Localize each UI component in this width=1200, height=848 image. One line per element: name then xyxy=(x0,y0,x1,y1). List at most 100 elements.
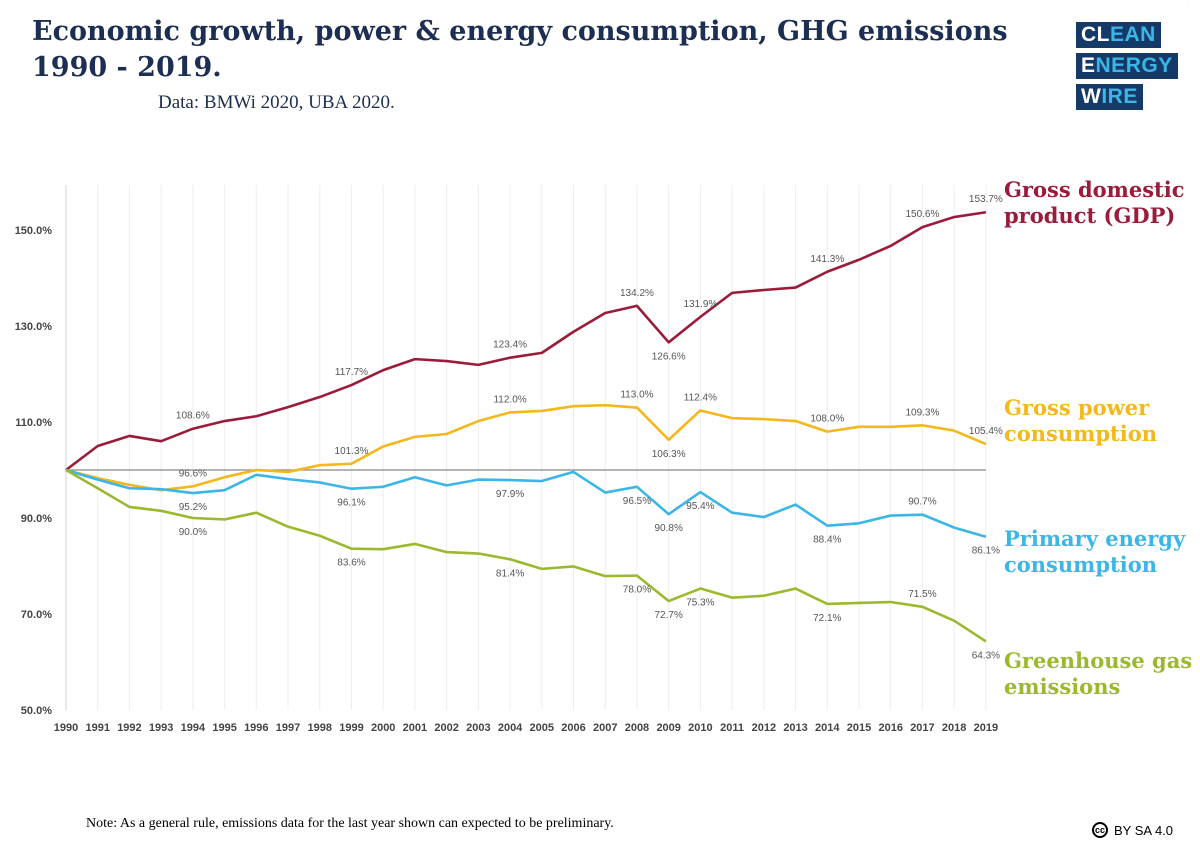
data-label: 106.3% xyxy=(652,449,686,460)
x-tick-label: 1998 xyxy=(308,722,332,734)
data-label: 123.4% xyxy=(493,340,527,351)
x-tick-label: 1992 xyxy=(117,722,141,734)
x-tick-label: 2000 xyxy=(371,722,395,734)
data-label: 95.4% xyxy=(686,501,714,512)
footnote: Note: As a general rule, emissions data … xyxy=(86,816,614,831)
data-label: 96.1% xyxy=(337,498,365,509)
x-tick-label: 2013 xyxy=(783,722,807,734)
chart-title: Economic growth, power & energy consumpt… xyxy=(32,16,1008,83)
legend-ghg-line2: emissions xyxy=(1004,674,1121,699)
data-label: 141.3% xyxy=(810,254,844,265)
data-source: Data: BMWi 2020, UBA 2020. xyxy=(158,92,395,113)
x-tick-label: 2005 xyxy=(530,722,554,734)
series-line-3 xyxy=(65,468,987,643)
x-tick-label: 2008 xyxy=(625,722,649,734)
y-tick-label: 110.0% xyxy=(15,417,52,429)
data-label: 101.3% xyxy=(335,446,369,457)
clean-energy-wire-logo: CLEAN ENERGY WIRE xyxy=(1076,22,1178,115)
header-card xyxy=(0,0,1188,132)
data-label: 112.4% xyxy=(684,392,717,403)
series-line-0 xyxy=(65,210,987,472)
x-tick-label: 2002 xyxy=(434,722,458,734)
data-label: 153.7% xyxy=(969,194,1003,205)
x-tick-label: 1990 xyxy=(54,722,78,734)
data-label: 72.7% xyxy=(655,610,683,621)
x-tick-label: 2003 xyxy=(466,722,490,734)
x-tick-label: 2010 xyxy=(688,722,712,734)
legend-power-line2: consumption xyxy=(1004,421,1158,446)
logo-line-2: ENERGY xyxy=(1076,53,1178,79)
x-tick-label: 2016 xyxy=(878,722,902,734)
legend-ghg: Greenhouse gas emissions xyxy=(1004,648,1192,700)
x-tick-label: 1999 xyxy=(339,722,363,734)
x-tick-label: 2004 xyxy=(498,722,523,734)
data-label: 134.2% xyxy=(620,288,654,299)
data-label: 75.3% xyxy=(686,598,714,609)
data-label: 90.0% xyxy=(179,527,207,538)
data-label: 90.8% xyxy=(655,523,683,534)
y-tick-label: 70.0% xyxy=(21,609,52,621)
data-label: 64.3% xyxy=(972,650,1000,661)
x-tick-label: 2009 xyxy=(656,722,680,734)
data-label: 95.2% xyxy=(179,502,207,513)
license-text: BY SA 4.0 xyxy=(1114,822,1174,838)
data-label: 78.0% xyxy=(623,585,651,596)
x-tick-label: 1991 xyxy=(85,722,109,734)
legend-power-line1: Gross power xyxy=(1004,395,1150,420)
data-label: 113.0% xyxy=(620,390,653,401)
legend-primary-line1: Primary energy xyxy=(1004,526,1186,551)
data-label: 71.5% xyxy=(908,589,936,600)
data-label: 108.0% xyxy=(810,414,844,425)
data-label: 88.4% xyxy=(813,535,841,546)
legend-primary-line2: consumption xyxy=(1004,552,1158,577)
x-tick-label: 1996 xyxy=(244,722,268,734)
data-label: 83.6% xyxy=(337,558,365,569)
data-label: 81.4% xyxy=(496,568,524,579)
y-tick-label: 130.0% xyxy=(15,321,53,333)
x-tick-label: 2011 xyxy=(720,722,744,734)
creative-commons-icon: cc xyxy=(1092,822,1108,838)
legend-power: Gross power consumption xyxy=(1004,395,1157,447)
logo-line-1: CLEAN xyxy=(1076,22,1161,48)
data-label: 96.5% xyxy=(623,496,651,507)
x-tick-label: 2001 xyxy=(403,722,427,734)
x-tick-label: 2012 xyxy=(752,722,776,734)
data-label: 86.1% xyxy=(972,546,1000,557)
legend-gdp-line1: Gross domestic xyxy=(1004,177,1185,202)
y-tick-label: 90.0% xyxy=(21,513,52,525)
data-label: 90.7% xyxy=(908,497,936,508)
x-tick-label: 2015 xyxy=(847,722,871,734)
data-label: 117.7% xyxy=(335,367,368,378)
x-tick-label: 2018 xyxy=(942,722,966,734)
data-label: 126.6% xyxy=(652,351,686,362)
x-tick-label: 2019 xyxy=(974,722,998,734)
legend-primary-energy: Primary energy consumption xyxy=(1004,526,1185,578)
data-label: 131.9% xyxy=(683,299,717,310)
data-label: 72.1% xyxy=(813,613,841,624)
x-tick-label: 2014 xyxy=(815,722,840,734)
series-line-2 xyxy=(65,468,987,538)
data-label: 97.9% xyxy=(496,489,524,500)
y-tick-label: 150.0% xyxy=(15,225,53,237)
data-label: 109.3% xyxy=(905,407,939,418)
data-label: 150.6% xyxy=(905,209,939,220)
x-tick-label: 2017 xyxy=(910,722,934,734)
x-tick-label: 2007 xyxy=(593,722,617,734)
data-label: 96.6% xyxy=(179,468,207,479)
legend-gdp-line2: product (GDP) xyxy=(1004,203,1176,228)
x-tick-label: 1993 xyxy=(149,722,173,734)
data-label: 105.4% xyxy=(969,426,1003,437)
data-label: 112.0% xyxy=(493,394,526,405)
data-label: 108.6% xyxy=(176,411,210,422)
legend-ghg-line1: Greenhouse gas xyxy=(1004,648,1193,673)
x-tick-label: 2006 xyxy=(561,722,585,734)
x-tick-label: 1994 xyxy=(181,722,206,734)
y-tick-label: 50.0% xyxy=(21,705,52,717)
license: cc BY SA 4.0 xyxy=(1092,822,1173,838)
x-tick-label: 1997 xyxy=(276,722,300,734)
series-line-1 xyxy=(65,403,987,492)
logo-line-3: WIRE xyxy=(1076,84,1143,110)
legend-gdp: Gross domestic product (GDP) xyxy=(1004,177,1185,229)
x-tick-label: 1995 xyxy=(212,722,236,734)
